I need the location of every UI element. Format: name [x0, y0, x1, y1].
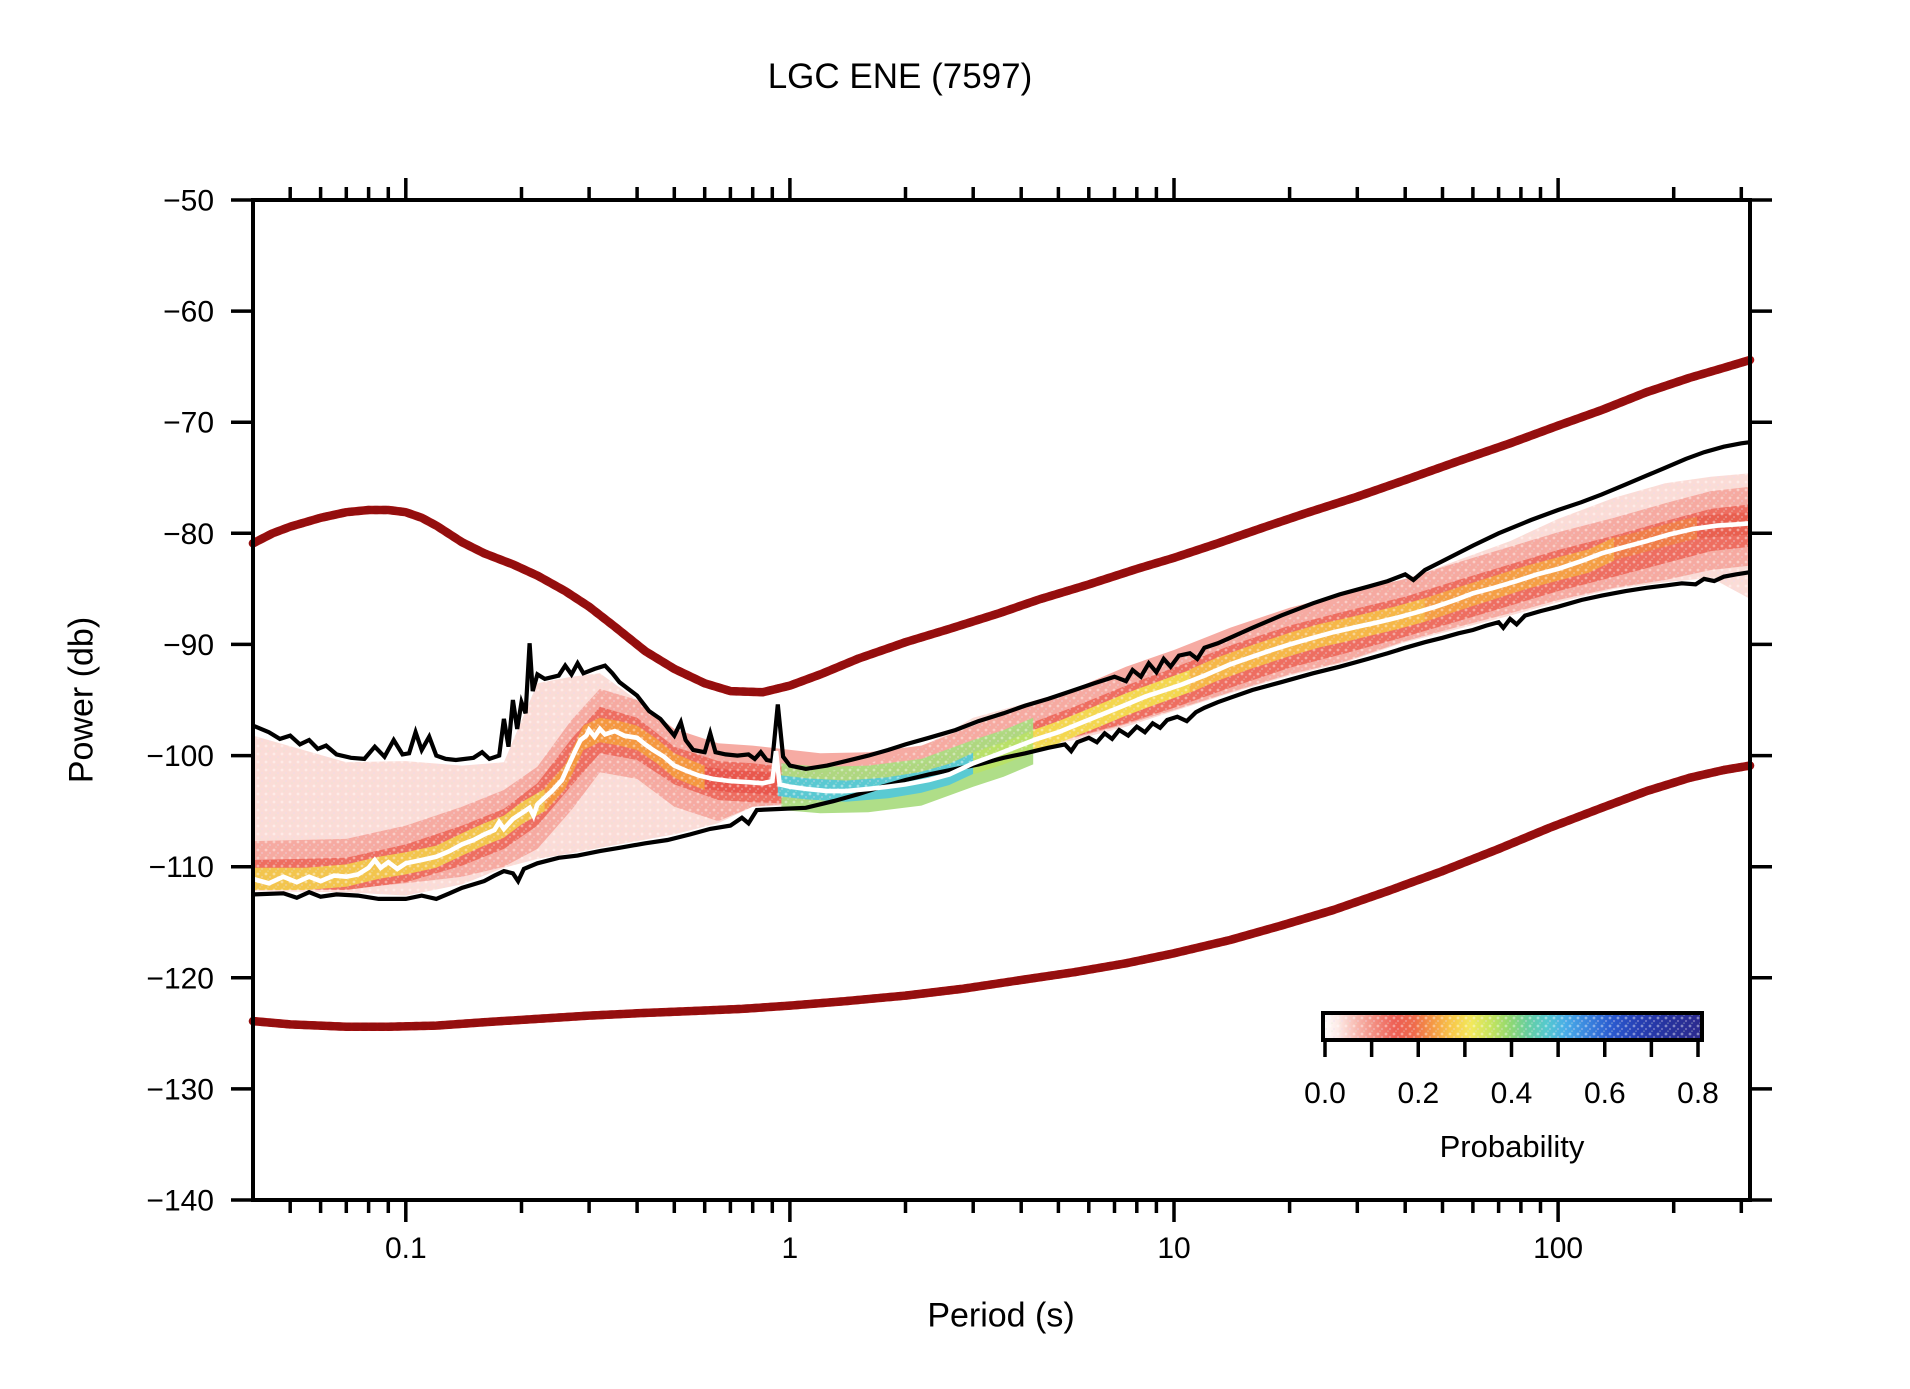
lower-envelope [252, 570, 1751, 902]
x-tick-label: 10 [1157, 1232, 1190, 1265]
cloud-band-mid [253, 486, 1750, 890]
y-tick-label: −50 [163, 185, 214, 218]
x-tick-labels: 0.1 1 10 100 [385, 1232, 1583, 1265]
nhnm-curve [248, 355, 1755, 697]
x-tick-label: 0.1 [385, 1232, 427, 1265]
colorbar-tick-label: 0.0 [1304, 1077, 1346, 1110]
chart-title: LGC ENE (7597) [767, 57, 1033, 96]
dither-overlay [253, 473, 1750, 896]
y-tick-label: −120 [146, 962, 214, 995]
y-tick-label: −130 [146, 1073, 214, 1106]
colorbar: 0.0 0.2 0.4 0.6 0.8 [1304, 1011, 1719, 1110]
colorbar-tick-label: 0.4 [1491, 1077, 1533, 1110]
axis-ticks [231, 178, 1772, 1222]
colorbar-title: Probability [1439, 1129, 1585, 1164]
x-axis-label: Period (s) [927, 1296, 1075, 1335]
y-tick-label: −70 [163, 407, 214, 440]
x-tick-label: 100 [1533, 1232, 1583, 1265]
plot-frame [251, 198, 1752, 1202]
y-axis-label: Power (db) [62, 616, 101, 784]
colorbar-tick-label: 0.8 [1677, 1077, 1719, 1110]
y-tick-label: −140 [146, 1185, 214, 1218]
y-tick-label: −60 [163, 296, 214, 329]
y-tick-label: −90 [163, 629, 214, 662]
nhnm-curve-texture [248, 355, 1755, 697]
y-tick-labels: −50 −60 −70 −80 −90 −100 −110 −120 −130 −140 [146, 185, 214, 1218]
y-tick-label: −80 [163, 518, 214, 551]
x-tick-label: 1 [782, 1232, 799, 1265]
colorbar-dither [1323, 1013, 1702, 1040]
nlnm-curve-texture [248, 761, 1755, 1031]
colorbar-tick-label: 0.2 [1397, 1077, 1439, 1110]
colorbar-tick-label: 0.6 [1584, 1077, 1626, 1110]
y-tick-label: −100 [146, 740, 214, 773]
probability-cloud [253, 473, 1750, 896]
y-tick-label: −110 [149, 851, 214, 884]
upper-envelope [252, 440, 1751, 772]
mode-line [252, 521, 1751, 886]
